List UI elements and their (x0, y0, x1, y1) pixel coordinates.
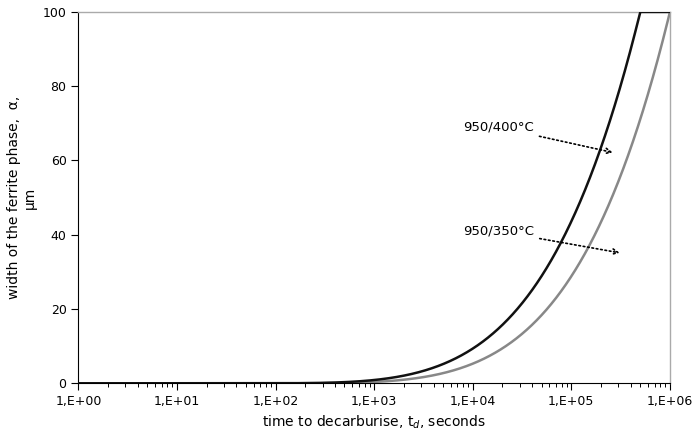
Text: 950/350°C: 950/350°C (463, 225, 618, 254)
Y-axis label: width of the ferrite phase,  α,
μm: width of the ferrite phase, α, μm (7, 96, 37, 299)
X-axis label: time to decarburise, t$_d$, seconds: time to decarburise, t$_d$, seconds (262, 413, 486, 431)
Text: 950/400°C: 950/400°C (463, 121, 611, 153)
